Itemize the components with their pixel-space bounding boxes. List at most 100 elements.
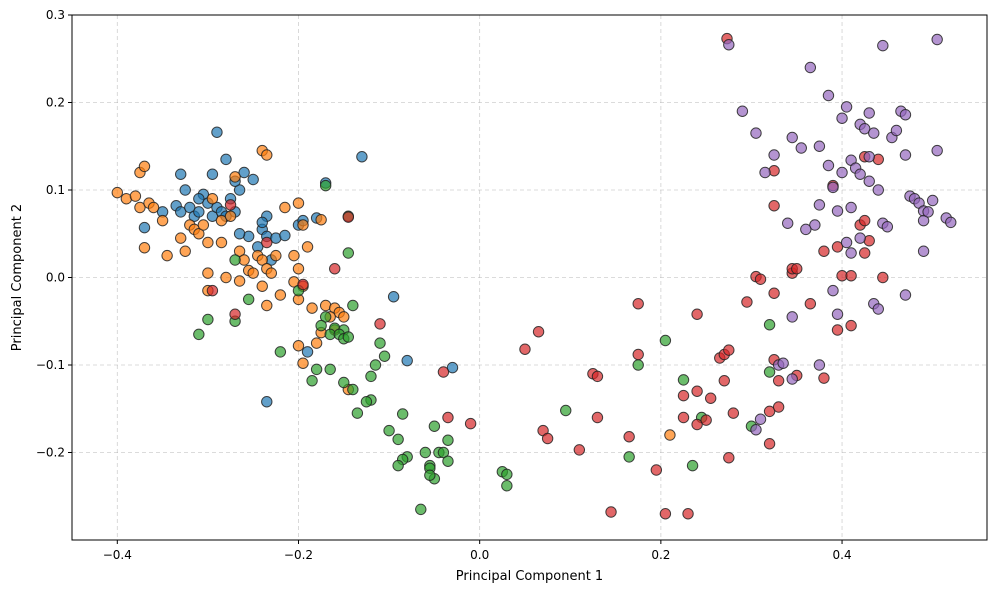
x-axis-ticks: −0.4 −0.2 0.0 0.2 0.4 bbox=[103, 540, 852, 562]
scatter-point bbox=[899, 149, 912, 161]
scatter-point bbox=[858, 247, 871, 259]
scatter-point bbox=[301, 241, 314, 253]
scatter-point bbox=[202, 267, 214, 279]
scatter-point bbox=[890, 124, 903, 137]
scatter-point bbox=[754, 413, 767, 425]
scatter-point bbox=[750, 424, 762, 436]
scatter-point bbox=[319, 179, 332, 192]
scatter-point bbox=[650, 464, 663, 476]
scatter-point bbox=[442, 434, 454, 446]
scatter-point bbox=[573, 444, 586, 456]
scatter-point bbox=[419, 446, 432, 459]
scatter-point bbox=[519, 343, 531, 355]
scatter-point bbox=[818, 245, 830, 257]
scatter-point bbox=[704, 392, 717, 404]
scatter-point bbox=[632, 298, 644, 310]
scatter-point bbox=[845, 247, 857, 259]
x-tick-label: −0.2 bbox=[284, 548, 313, 562]
scatter-point bbox=[659, 508, 672, 520]
scatter-point bbox=[279, 229, 291, 242]
y-axis-ticks: −0.2 −0.1 0.0 0.1 0.2 0.3 bbox=[36, 8, 72, 460]
scatter-point bbox=[229, 308, 241, 320]
scatter-point bbox=[351, 407, 364, 419]
scatter-point bbox=[501, 468, 513, 481]
scatter-point bbox=[369, 359, 382, 371]
scatter-point bbox=[768, 200, 780, 212]
scatter-point bbox=[831, 324, 844, 336]
series-cluster-3 bbox=[193, 179, 776, 516]
scatter-point bbox=[945, 216, 957, 229]
scatter-point bbox=[777, 357, 789, 369]
y-tick-label: −0.2 bbox=[36, 446, 65, 460]
scatter-point bbox=[310, 337, 323, 349]
scatter-point bbox=[215, 236, 228, 249]
scatter-point bbox=[211, 126, 223, 138]
scatter-point bbox=[831, 205, 844, 217]
scatter-point bbox=[297, 357, 309, 369]
scatter-point bbox=[795, 142, 807, 154]
scatter-point bbox=[877, 271, 889, 284]
scatter-point bbox=[256, 280, 268, 292]
scatter-point bbox=[727, 407, 740, 419]
scatter-point bbox=[917, 214, 930, 227]
scatter-point bbox=[768, 149, 780, 161]
scatter-point bbox=[242, 293, 255, 306]
scatter-point bbox=[700, 414, 712, 426]
scatter-point bbox=[279, 201, 291, 214]
scatter-point bbox=[329, 263, 341, 275]
scatter-point bbox=[772, 401, 785, 413]
scatter-point bbox=[827, 181, 839, 194]
scatter-point bbox=[863, 107, 875, 119]
scatter-point bbox=[338, 376, 350, 389]
series-cluster-4 bbox=[206, 32, 889, 520]
scatter-point bbox=[233, 184, 246, 196]
scatter-point bbox=[297, 219, 309, 231]
scatter-point bbox=[111, 186, 123, 199]
scatter-point bbox=[723, 344, 735, 356]
scatter-point bbox=[863, 175, 875, 187]
scatter-point bbox=[931, 144, 943, 157]
scatter-point bbox=[401, 354, 413, 367]
x-tick-label: −0.4 bbox=[103, 548, 132, 562]
scatter-point bbox=[161, 249, 173, 262]
scatter-point bbox=[686, 459, 699, 472]
scatter-point bbox=[261, 236, 273, 249]
scatter-point bbox=[691, 308, 703, 320]
scatter-point bbox=[854, 168, 866, 180]
scatter-point bbox=[754, 273, 767, 285]
scatter-point bbox=[338, 311, 350, 323]
scatter-point bbox=[804, 298, 817, 310]
scatter-point bbox=[360, 396, 373, 408]
scatter-point bbox=[374, 337, 386, 349]
scatter-point bbox=[845, 201, 857, 214]
scatter-point bbox=[387, 291, 400, 303]
scatter-point bbox=[723, 452, 735, 464]
x-tick-label: 0.0 bbox=[470, 548, 489, 562]
x-tick-label: 0.2 bbox=[651, 548, 670, 562]
scatter-point bbox=[220, 153, 232, 166]
scatter-point bbox=[288, 249, 300, 262]
scatter-point bbox=[324, 363, 336, 376]
scatter-point bbox=[175, 168, 187, 180]
scatter-point bbox=[813, 140, 826, 152]
scatter-point bbox=[541, 432, 554, 445]
scatter-point bbox=[229, 171, 241, 183]
scatter-point bbox=[347, 299, 359, 312]
scatter-point bbox=[310, 363, 323, 376]
scatter-point bbox=[342, 247, 355, 259]
scatter-point bbox=[899, 109, 912, 121]
scatter-point bbox=[206, 284, 219, 297]
scatter-point bbox=[193, 193, 205, 205]
scatter-point bbox=[822, 89, 835, 102]
scatter-point bbox=[202, 236, 214, 249]
y-tick-label: 0.1 bbox=[46, 183, 65, 197]
scatter-point bbox=[464, 417, 477, 430]
scatter-point bbox=[265, 267, 278, 279]
scatter-point bbox=[134, 201, 146, 214]
scatter-point bbox=[845, 270, 857, 282]
scatter-point bbox=[274, 289, 287, 301]
scatter-point bbox=[800, 223, 812, 236]
scatter-point bbox=[845, 319, 857, 332]
scatter-point bbox=[813, 199, 826, 211]
